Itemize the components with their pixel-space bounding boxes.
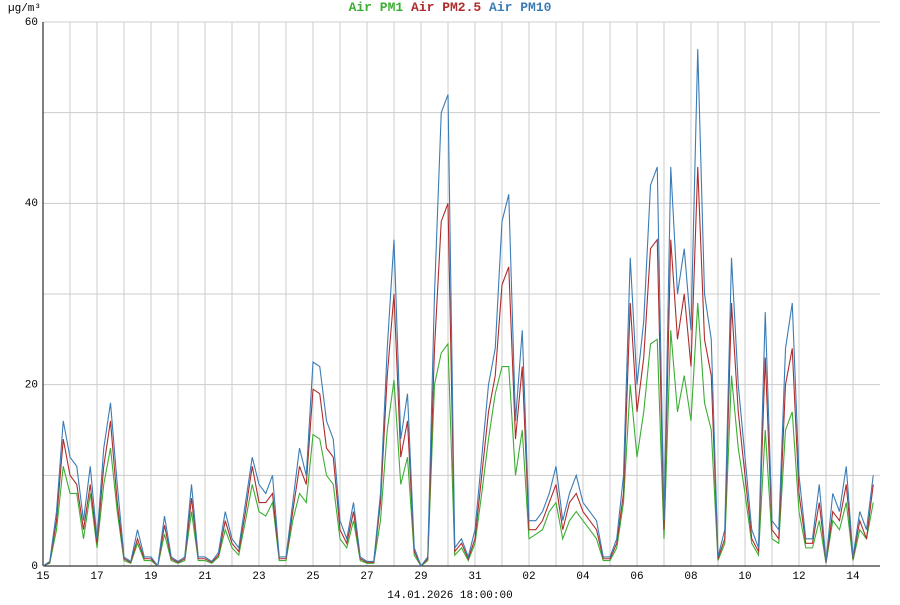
data-line bbox=[42, 303, 874, 567]
y-tick-label: 40 bbox=[25, 198, 38, 210]
x-tick-label: 25 bbox=[306, 571, 319, 583]
x-tick-label: 21 bbox=[198, 571, 212, 583]
y-tick-label: 0 bbox=[31, 561, 38, 573]
x-tick-label: 04 bbox=[576, 571, 590, 583]
x-tick-label: 08 bbox=[684, 571, 697, 583]
legend-entry: Air PM2.5 bbox=[411, 0, 481, 15]
x-tick-label: 10 bbox=[738, 571, 751, 583]
x-tick-label: 19 bbox=[144, 571, 157, 583]
x-tick-label: 15 bbox=[36, 571, 49, 583]
x-tick-label: 06 bbox=[630, 571, 643, 583]
x-tick-label: 31 bbox=[468, 571, 482, 583]
x-tick-label: 02 bbox=[522, 571, 535, 583]
x-tick-label: 27 bbox=[360, 571, 373, 583]
y-tick-label: 20 bbox=[25, 380, 38, 392]
data-line bbox=[42, 167, 874, 568]
x-tick-label: 17 bbox=[90, 571, 103, 583]
x-tick-label: 23 bbox=[252, 571, 265, 583]
x-tick-label: 14 bbox=[846, 571, 860, 583]
x-tick-label: 29 bbox=[414, 571, 427, 583]
legend-entry: Air PM1 bbox=[349, 0, 404, 15]
data-line bbox=[42, 49, 874, 568]
y-unit: µg/m³ bbox=[8, 3, 41, 15]
x-tick-label: 12 bbox=[792, 571, 805, 583]
legend: Air PM1 Air PM2.5 Air PM10 bbox=[349, 0, 552, 15]
legend-entry: Air PM10 bbox=[489, 0, 552, 15]
x-axis-label: 14.01.2026 18:00:00 bbox=[387, 590, 512, 600]
y-tick-label: 60 bbox=[25, 17, 38, 29]
